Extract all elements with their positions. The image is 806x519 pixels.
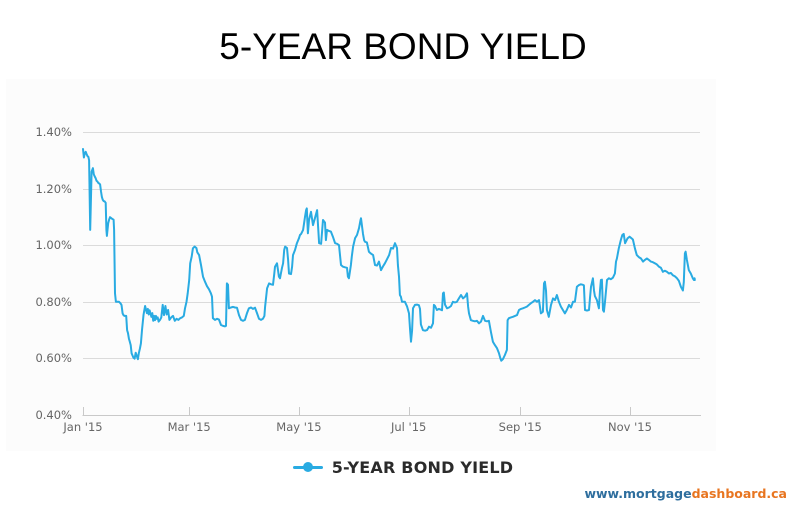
y-axis-label: 0.60% [35, 351, 72, 366]
legend-dot-icon [302, 462, 313, 472]
x-axis-label: Sep '15 [498, 420, 542, 434]
y-axis-label: 1.00% [35, 238, 72, 253]
legend-item-bond-yield[interactable]: 5-YEAR BOND YIELD [0, 455, 806, 479]
chart-panel [6, 79, 716, 451]
watermark-dashboard-text: dashboard.ca [691, 486, 787, 501]
y-axis-label: 0.40% [35, 408, 72, 422]
x-axis-label: Mar '15 [167, 420, 211, 434]
x-axis-label: Nov '15 [608, 420, 652, 434]
x-axis-label: May '15 [276, 420, 322, 434]
watermark-mortgage-text: www.mortgage [584, 486, 692, 501]
y-axis-label: 0.80% [35, 294, 72, 309]
y-axis-label: 1.40% [35, 125, 72, 139]
bond-yield-series-line[interactable] [82, 148, 696, 362]
line-series-marker-icon [292, 461, 323, 473]
x-axis-label: Jan '15 [63, 420, 103, 434]
legend-label: 5-YEAR BOND YIELD [331, 457, 514, 477]
y-axis-label: 1.20% [35, 181, 72, 196]
chart-title: 5-YEAR BOND YIELD [219, 26, 587, 67]
x-axis-label: Jul '15 [391, 420, 427, 434]
watermark-link[interactable]: www.mortgagedashboard.ca [584, 486, 787, 501]
